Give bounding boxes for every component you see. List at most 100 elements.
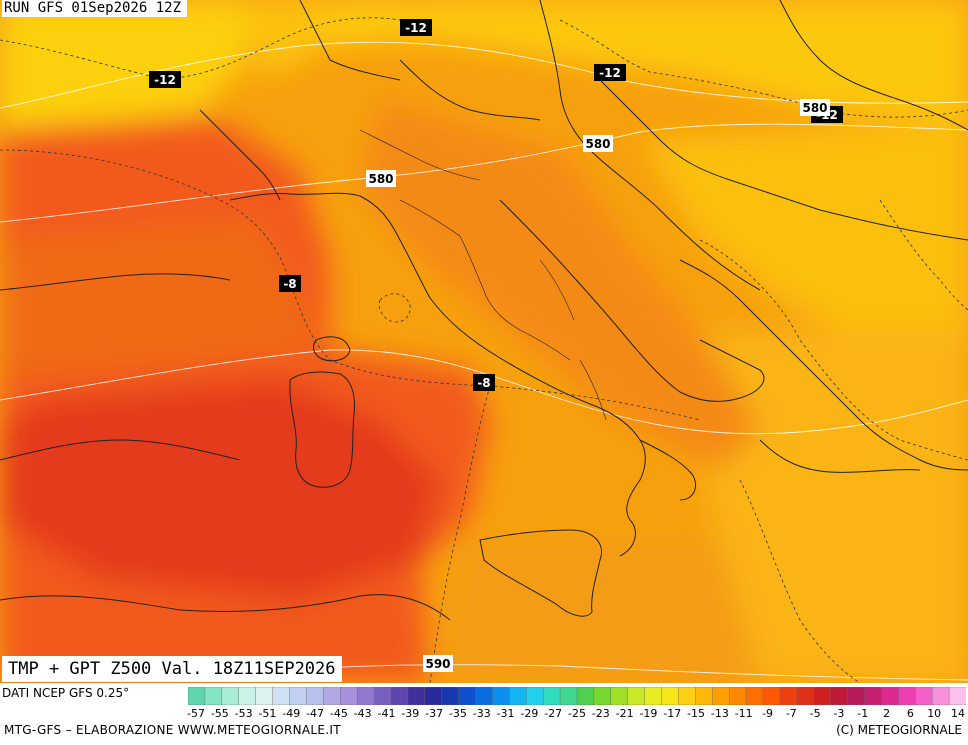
geopotential-contours: [0, 41, 968, 681]
legend-tick-label: -49: [282, 707, 301, 720]
legend-swatch: [492, 687, 511, 705]
legend-swatch: [272, 687, 291, 705]
legend-swatch: [931, 687, 950, 705]
legend-tick-label: -15: [687, 707, 706, 720]
legend-tick-label: 10: [927, 707, 942, 720]
legend-tick-label: -39: [401, 707, 420, 720]
legend-swatch: [644, 687, 663, 705]
isotherm-label: -8: [477, 376, 490, 390]
legend-tick-label: -55: [210, 707, 229, 720]
legend-tick-label: 2: [883, 707, 891, 720]
legend-tick-label: -41: [377, 707, 396, 720]
legend-swatch: [881, 687, 900, 705]
legend-swatch: [610, 687, 629, 705]
isotherm-contours: [0, 17, 968, 683]
geopotential-label: 580: [368, 172, 393, 186]
legend-tick-label: -13: [710, 707, 729, 720]
legend-swatch: [390, 687, 409, 705]
legend-tick-label: -37: [425, 707, 444, 720]
legend-tick-label: -25: [568, 707, 586, 720]
color-scale-legend: [188, 687, 966, 705]
geopotential-labels: 580 580 580 590: [366, 99, 830, 672]
legend-swatch: [188, 687, 206, 705]
legend-tick-label: -47: [306, 707, 325, 720]
legend-tick-label: 14: [951, 707, 965, 720]
legend-swatch: [695, 687, 714, 705]
legend-swatch: [948, 687, 966, 705]
legend-tick-label: -31: [496, 707, 515, 720]
legend-swatch: [745, 687, 764, 705]
legend-swatch: [424, 687, 443, 705]
legend-swatch: [509, 687, 527, 705]
legend-swatch: [559, 687, 578, 705]
legend-swatch: [627, 687, 646, 705]
legend-swatch: [306, 687, 324, 705]
legend-swatch: [593, 687, 612, 705]
legend-swatch: [678, 687, 697, 705]
legend-tick-label: -45: [329, 707, 348, 720]
legend-swatch: [796, 687, 815, 705]
legend-tick-label: -3: [833, 707, 845, 720]
legend-swatch: [813, 687, 832, 705]
legend-tick-label: -17: [663, 707, 682, 720]
legend-swatch: [712, 687, 730, 705]
legend-tick-label: -33: [472, 707, 491, 720]
color-scale-ticks: -57 -55 -53 -51 -49 -47 -45 -43 -41 -39 -37 -35 -33-…: [187, 707, 966, 721]
legend-swatch: [915, 687, 933, 705]
legend-swatch: [221, 687, 240, 705]
legend-swatch: [458, 687, 477, 705]
legend-tick-label: -53: [234, 707, 253, 720]
footer-copyright: (C) METEOGIORNALE: [836, 723, 962, 737]
legend-tick-label: -21: [615, 707, 634, 720]
legend-swatch: [847, 687, 866, 705]
legend-tick-label: -57: [187, 707, 205, 720]
legend-tick-label: -27: [544, 707, 563, 720]
coastlines-borders: [0, 0, 968, 621]
legend-swatch: [323, 687, 341, 705]
legend-swatch: [255, 687, 274, 705]
legend-swatch: [661, 687, 680, 705]
legend-swatch: [576, 687, 595, 705]
legend-tick-label: -51: [258, 707, 277, 720]
regional-borders: [359, 129, 607, 421]
isotherm-label: -12: [405, 21, 427, 35]
isotherm-label: -12: [154, 73, 176, 87]
legend-swatch: [779, 687, 798, 705]
legend-swatch: [373, 687, 392, 705]
legend-swatch: [898, 687, 916, 705]
legend-tick-label: -7: [785, 707, 797, 720]
legend-tick-label: -9: [762, 707, 773, 720]
legend-tick-label: -35: [448, 707, 467, 720]
legend-swatch: [441, 687, 460, 705]
legend-swatch: [238, 687, 257, 705]
legend-swatch: [526, 687, 544, 705]
source-label: DATI NCEP GFS 0.25°: [2, 686, 130, 700]
footer-credit: MTG-GFS – ELABORAZIONE WWW.METEOGIORNALE…: [4, 723, 341, 737]
legend-swatch: [289, 687, 308, 705]
isotherm-label: -12: [599, 66, 621, 80]
map-title: TMP + GPT Z500 Val. 18Z11SEP2026: [2, 656, 342, 682]
legend-swatch: [356, 687, 375, 705]
geopotential-label: 580: [585, 137, 610, 151]
legend-area: DATI NCEP GFS 0.25° -57 -55 -53 -51 -49 -47 -4…: [0, 683, 968, 745]
legend-tick-label: -29: [520, 707, 539, 720]
weather-map: -12 -12 -12 -12 -8 -8 580 580 580 590: [0, 0, 968, 683]
legend-tick-label: -11: [734, 707, 753, 720]
legend-swatch: [729, 687, 747, 705]
legend-swatch: [864, 687, 883, 705]
legend-tick-label: -23: [591, 707, 610, 720]
legend-swatch: [475, 687, 494, 705]
legend-swatch: [762, 687, 781, 705]
legend-swatch: [542, 687, 561, 705]
legend-swatch: [340, 687, 358, 705]
legend-tick-label: 6: [906, 707, 914, 720]
legend-swatch: [830, 687, 849, 705]
legend-tick-label: -19: [639, 707, 658, 720]
legend-swatch: [407, 687, 426, 705]
legend-tick-label: -43: [353, 707, 372, 720]
legend-tick-label: -5: [809, 707, 821, 720]
legend-swatch: [204, 687, 223, 705]
geopotential-label: 590: [425, 657, 450, 671]
run-label: RUN GFS 01Sep2026 12Z: [2, 0, 188, 17]
isotherm-label: -8: [283, 277, 296, 291]
